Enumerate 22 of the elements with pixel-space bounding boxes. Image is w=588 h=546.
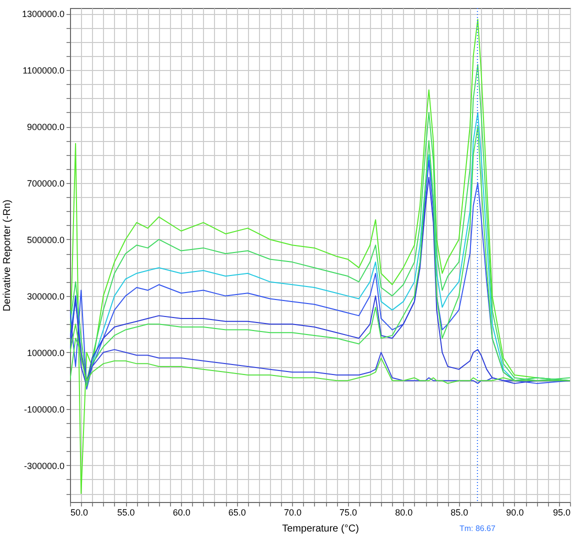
x-tick-label: 50.0 [70, 508, 88, 518]
y-tick-label: 700000.0 [26, 178, 64, 189]
x-tick-label: 75.0 [340, 508, 358, 518]
ref-line-label: Tm: 86.67 [459, 524, 496, 533]
y-tick-label: 1100000.0 [22, 66, 64, 76]
x-tick-label: 60.0 [172, 508, 190, 518]
x-tick-label: 90.0 [506, 508, 524, 518]
x-tick-label: 70.0 [284, 508, 302, 518]
y-tick-label: 500000.0 [26, 234, 64, 245]
x-tick-label: 55.0 [117, 508, 135, 518]
x-tick-label: 80.0 [395, 508, 413, 518]
x-tick-label: 85.0 [450, 508, 468, 518]
x-tick-label: 65.0 [228, 508, 246, 518]
x-tick-label: 95.0 [552, 508, 570, 518]
y-tick-label: 1300000.0 [22, 9, 64, 20]
y-tick-label: -300000.0 [24, 460, 64, 471]
y-tick-label: -100000.0 [24, 404, 64, 414]
y-tick-label: 900000.0 [26, 122, 64, 132]
y-tick-label: 300000.0 [26, 291, 64, 302]
x-axis-title: Temperature (°C) [282, 524, 359, 534]
y-axis-title: Derivative Reporter (-Rn) [2, 200, 13, 312]
y-tick-label: 100000.0 [26, 348, 64, 358]
